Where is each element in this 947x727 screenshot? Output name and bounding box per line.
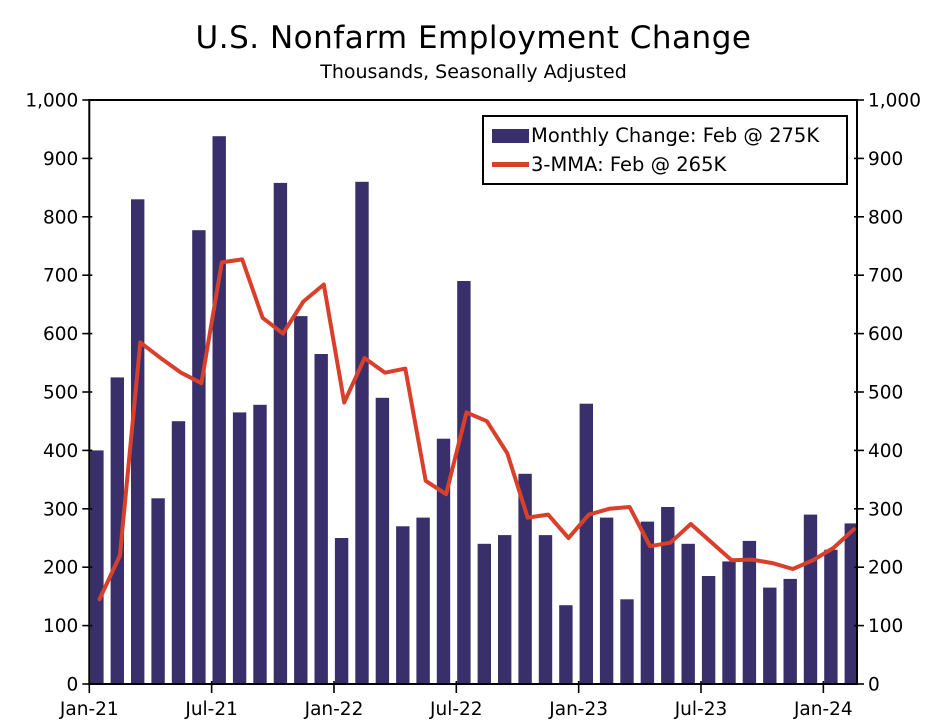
legend-item-3mma: 3-MMA: Feb @ 265K bbox=[492, 153, 838, 176]
bar-Sep-21 bbox=[253, 404, 267, 684]
bar-Feb-22 bbox=[355, 181, 369, 685]
x-tick-label: Jul-21 bbox=[184, 699, 238, 720]
bar-Nov-21 bbox=[294, 316, 308, 684]
y-tick-label-right: 0 bbox=[868, 675, 880, 696]
chart-title: U.S. Nonfarm Employment Change bbox=[195, 20, 752, 56]
y-tick-label-right: 900 bbox=[868, 149, 903, 170]
bar-Jun-23 bbox=[681, 543, 695, 684]
y-tick-label-right: 400 bbox=[868, 441, 903, 462]
legend-item-monthly-change: Monthly Change: Feb @ 275K bbox=[492, 124, 838, 147]
mma-line bbox=[97, 257, 856, 602]
bar-Sep-23 bbox=[742, 540, 757, 684]
y-tick-label-right: 600 bbox=[868, 324, 903, 345]
y-tick-label-left: 300 bbox=[43, 499, 78, 520]
y-tick-label-left: 800 bbox=[43, 207, 78, 228]
legend: Monthly Change: Feb @ 275K 3-MMA: Feb @ … bbox=[482, 115, 848, 185]
bar-Mar-22 bbox=[375, 397, 390, 684]
y-tick-label-right: 1,000 bbox=[868, 91, 921, 112]
y-tick-label-left: 0 bbox=[67, 675, 79, 696]
bar-Mar-21 bbox=[131, 199, 145, 685]
bar-Aug-22 bbox=[477, 543, 491, 684]
x-tick-label: Jan-23 bbox=[548, 699, 608, 720]
x-tick-label: Jul-22 bbox=[429, 699, 483, 720]
bar-Sep-22 bbox=[498, 535, 512, 684]
y-tick-label-left: 200 bbox=[43, 558, 78, 579]
y-tick-label-left: 900 bbox=[43, 149, 78, 170]
bar-Jan-21 bbox=[90, 450, 104, 684]
x-tick-label: Jan-22 bbox=[304, 699, 364, 720]
x-tick-label: Jul-23 bbox=[674, 699, 728, 720]
bar-swatch-icon bbox=[492, 128, 529, 143]
y-tick-label-right: 300 bbox=[868, 499, 903, 520]
y-tick-label-right: 700 bbox=[868, 266, 903, 287]
bar-Jun-21 bbox=[192, 230, 206, 684]
bar-Jul-23 bbox=[701, 576, 716, 684]
bar-Apr-23 bbox=[640, 521, 655, 684]
bar-May-22 bbox=[416, 517, 430, 684]
y-tick-label-right: 200 bbox=[868, 558, 903, 579]
legend-label-monthly-change: Monthly Change: Feb @ 275K bbox=[531, 124, 820, 148]
bar-Nov-23 bbox=[783, 578, 797, 684]
bar-Apr-22 bbox=[396, 526, 410, 684]
bar-Dec-22 bbox=[559, 605, 573, 684]
legend-label-3mma: 3-MMA: Feb @ 265K bbox=[531, 152, 727, 176]
bar-Oct-21 bbox=[273, 182, 288, 684]
y-tick-label-right: 100 bbox=[868, 616, 903, 637]
plot-border bbox=[88, 99, 859, 685]
line-swatch-icon bbox=[492, 161, 529, 167]
bar-Dec-23 bbox=[803, 514, 818, 684]
bar-Jan-24 bbox=[824, 549, 838, 684]
bar-Jan-23 bbox=[579, 403, 593, 684]
bar-Feb-24 bbox=[844, 523, 858, 684]
bar-Jul-22 bbox=[457, 281, 471, 684]
bar-Feb-21 bbox=[110, 377, 124, 684]
y-tick-label-left: 600 bbox=[43, 324, 78, 345]
y-tick-label-right: 500 bbox=[868, 383, 903, 404]
y-tick-label-right: 800 bbox=[868, 207, 903, 228]
bar-Apr-21 bbox=[151, 498, 165, 684]
chart-subtitle: Thousands, Seasonally Adjusted bbox=[320, 61, 627, 83]
bar-Mar-23 bbox=[620, 599, 634, 684]
bar-Aug-23 bbox=[722, 561, 736, 684]
bar-Feb-23 bbox=[599, 517, 614, 684]
bar-Oct-22 bbox=[518, 473, 532, 684]
y-tick-label-left: 1,000 bbox=[25, 91, 78, 112]
bar-Nov-22 bbox=[538, 535, 553, 684]
y-tick-label-left: 500 bbox=[43, 383, 78, 404]
bar-Dec-21 bbox=[314, 354, 328, 684]
x-tick-label: Jan-24 bbox=[793, 699, 853, 720]
bar-Jan-22 bbox=[334, 538, 349, 684]
y-tick-label-left: 700 bbox=[43, 266, 78, 287]
y-tick-label-left: 100 bbox=[43, 616, 78, 637]
bar-May-21 bbox=[171, 421, 186, 684]
bar-Aug-21 bbox=[232, 412, 247, 684]
x-tick-label: Jan-21 bbox=[59, 699, 119, 720]
bar-May-23 bbox=[661, 507, 675, 684]
bar-Oct-23 bbox=[763, 587, 777, 684]
bar-Jul-21 bbox=[212, 136, 226, 684]
y-tick-label-left: 400 bbox=[43, 441, 78, 462]
bar-Jun-22 bbox=[436, 438, 451, 684]
